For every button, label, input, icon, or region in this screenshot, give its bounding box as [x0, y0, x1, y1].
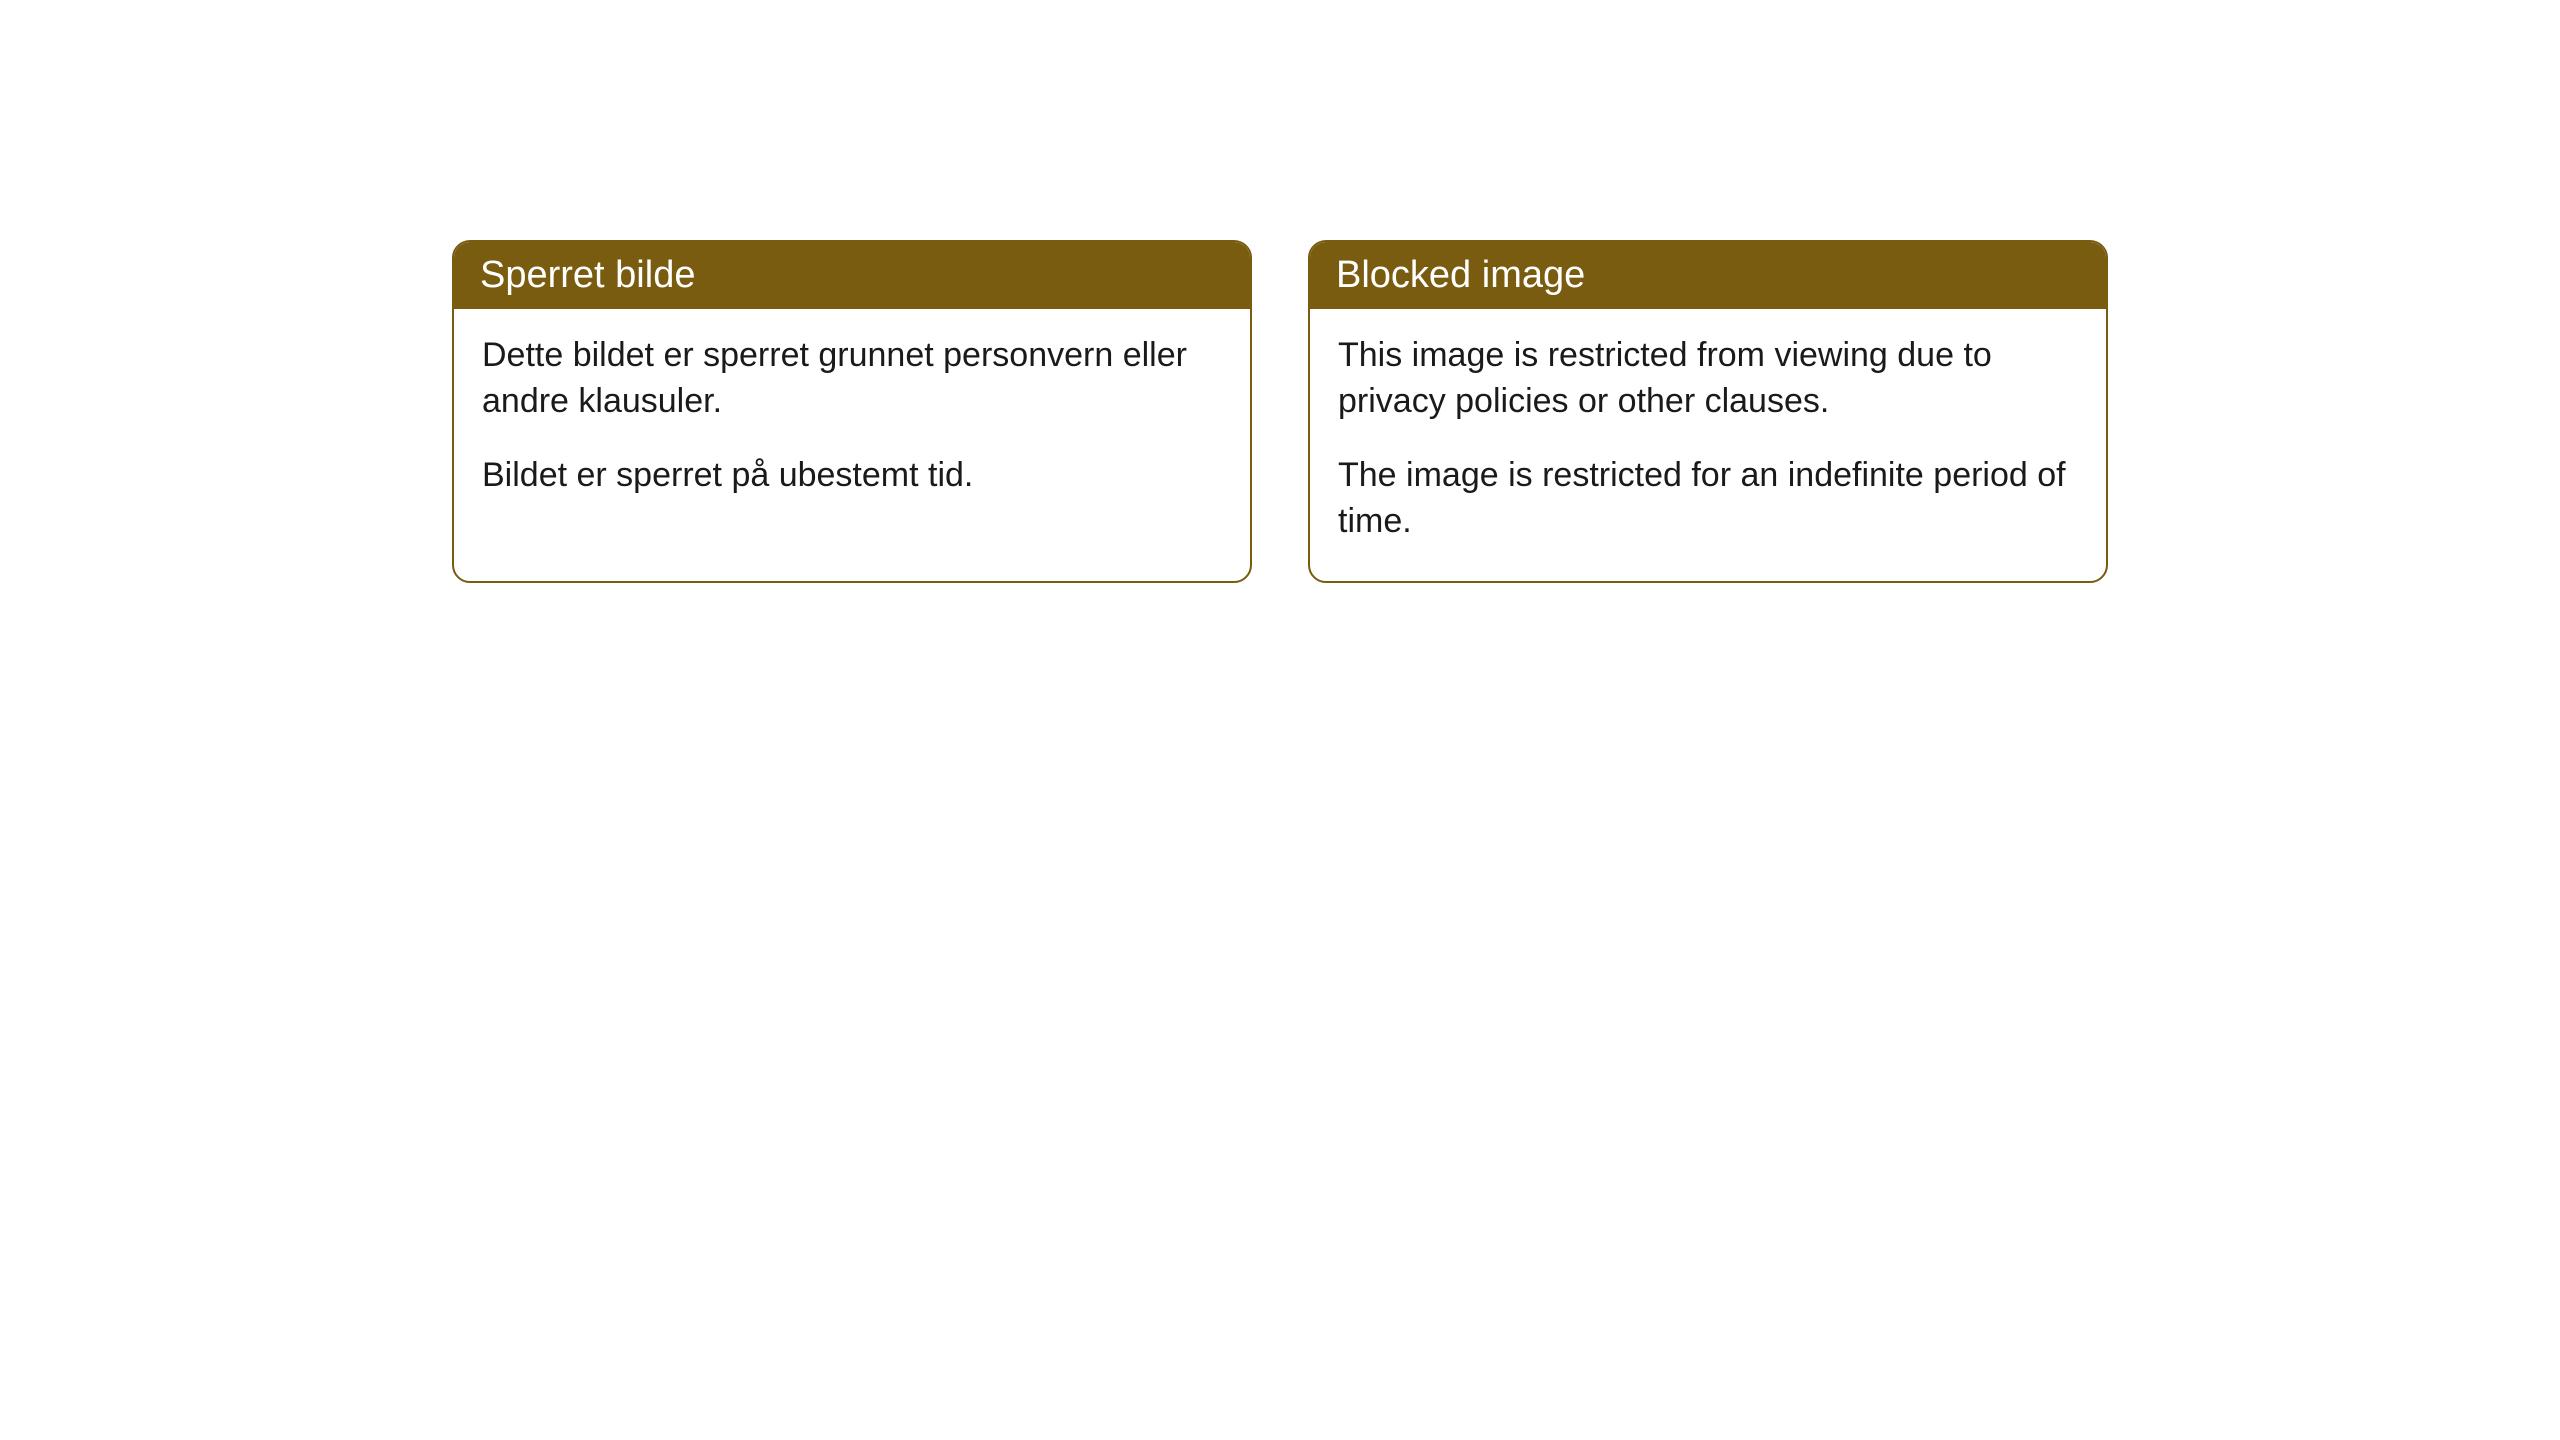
blocked-image-card-no: Sperret bilde Dette bildet er sperret gr…	[452, 240, 1252, 583]
cards-container: Sperret bilde Dette bildet er sperret gr…	[452, 240, 2108, 583]
card-paragraph: Bildet er sperret på ubestemt tid.	[482, 453, 1222, 499]
card-header-en: Blocked image	[1310, 242, 2106, 309]
card-body-en: This image is restricted from viewing du…	[1310, 309, 2106, 581]
card-header-no: Sperret bilde	[454, 242, 1250, 309]
card-paragraph: This image is restricted from viewing du…	[1338, 333, 2078, 425]
card-paragraph: The image is restricted for an indefinit…	[1338, 453, 2078, 545]
blocked-image-card-en: Blocked image This image is restricted f…	[1308, 240, 2108, 583]
card-body-no: Dette bildet er sperret grunnet personve…	[454, 309, 1250, 535]
card-paragraph: Dette bildet er sperret grunnet personve…	[482, 333, 1222, 425]
